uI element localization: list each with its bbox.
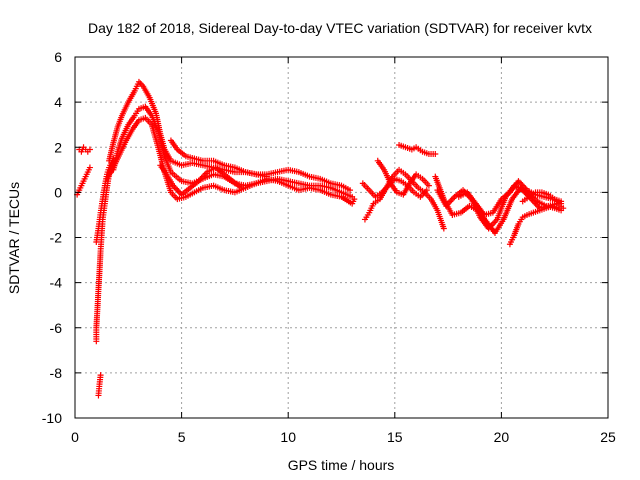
series-arc-a bbox=[76, 144, 93, 155]
x-tick-label: 0 bbox=[71, 429, 79, 445]
series-seg3-d bbox=[506, 202, 562, 248]
y-tick-label: -2 bbox=[50, 230, 63, 246]
x-tick-label: 25 bbox=[600, 429, 616, 445]
x-tick-label: 15 bbox=[387, 429, 403, 445]
y-tick-labels: -10 -8 -6 -4 -2 0 2 4 6 bbox=[42, 49, 62, 426]
series-main-lower bbox=[103, 114, 358, 207]
series-seg3-e bbox=[519, 189, 565, 205]
y-tick-label: -6 bbox=[50, 320, 63, 336]
y-tick-label: 4 bbox=[54, 94, 62, 110]
y-tick-label: -4 bbox=[50, 275, 63, 291]
y-tick-label: -10 bbox=[42, 410, 62, 426]
x-tick-label: 10 bbox=[280, 429, 296, 445]
x-tick-label: 5 bbox=[178, 429, 186, 445]
series-loop-b bbox=[157, 162, 245, 198]
y-axis-label: SDTVAR / TECUs bbox=[6, 182, 22, 294]
y-tick-label: 6 bbox=[54, 49, 62, 65]
chart-title: Day 182 of 2018, Sidereal Day-to-day VTE… bbox=[88, 20, 592, 36]
series-loop-a bbox=[167, 137, 270, 180]
x-axis-label: GPS time / hours bbox=[288, 457, 395, 473]
axis-ticks bbox=[74, 56, 609, 419]
y-tick-label: 0 bbox=[54, 184, 62, 200]
series-seg3-c bbox=[455, 178, 565, 218]
series-dip-outliers bbox=[95, 372, 104, 399]
x-tick-labels: 0 5 10 15 20 25 bbox=[71, 429, 616, 445]
series-seg2-c bbox=[374, 157, 432, 198]
series-seg2-top bbox=[396, 141, 439, 158]
data-points bbox=[74, 78, 567, 399]
y-tick-label: 2 bbox=[54, 139, 62, 155]
x-tick-label: 20 bbox=[494, 429, 510, 445]
y-tick-label: -8 bbox=[50, 365, 63, 381]
